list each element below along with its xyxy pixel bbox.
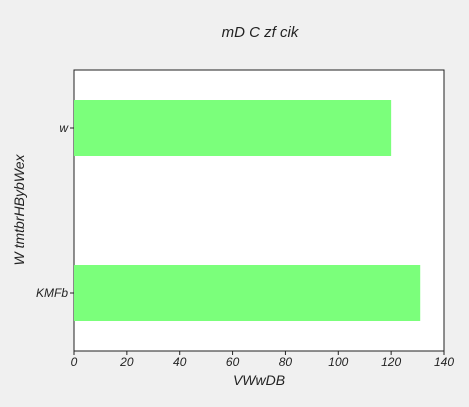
bars-layer	[74, 100, 421, 321]
x-axis-label: VWwDB	[233, 372, 285, 388]
x-tick-label: 100	[328, 355, 348, 369]
x-tick-label: 80	[279, 355, 293, 369]
x-tick-label: 20	[119, 355, 134, 369]
y-axis-label: W tmtbrHBybWex	[11, 154, 27, 266]
bar-w	[74, 100, 392, 156]
y-axis-ticks: w KMFb	[36, 121, 74, 300]
x-tick-label: 140	[434, 355, 454, 369]
bar-KMFb	[74, 265, 421, 321]
x-tick-label: 120	[381, 355, 401, 369]
chart-title: mD C zf cik	[222, 24, 300, 41]
x-tick-label: 60	[226, 355, 240, 369]
y-tick-label: KMFb	[36, 286, 68, 300]
x-tick-label: 0	[71, 355, 78, 369]
x-tick-label: 40	[173, 355, 187, 369]
x-axis-ticks: 0 20 40 60 80 100 120 140	[71, 351, 454, 369]
y-tick-label: w	[59, 121, 69, 135]
